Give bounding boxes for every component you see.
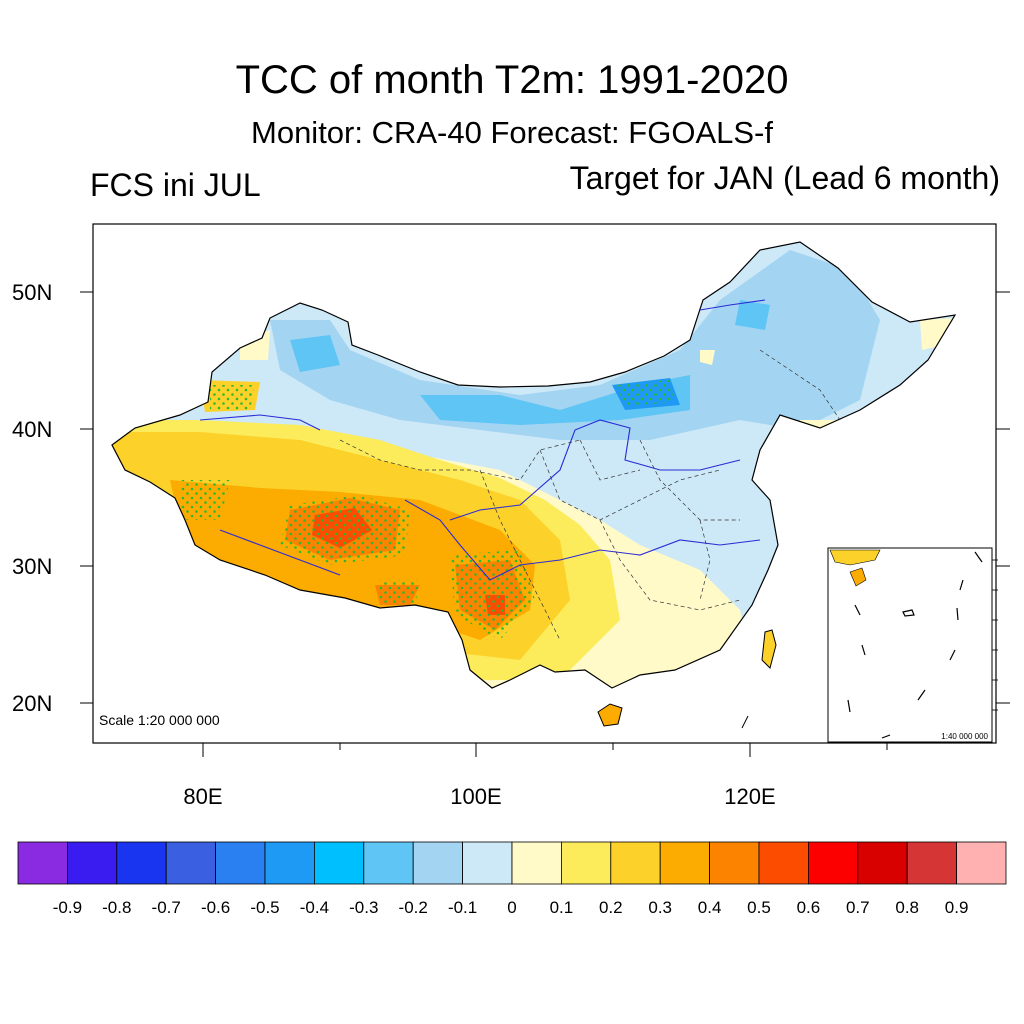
taiwan-island bbox=[761, 629, 777, 669]
map-title: TCC of month T2m: 1991-2020 bbox=[235, 58, 789, 102]
lat-tick-label: 50N bbox=[12, 280, 52, 305]
lon-ticks bbox=[202, 743, 888, 757]
colorbar-label: 0.7 bbox=[846, 898, 870, 917]
colorbar-swatch bbox=[313, 841, 365, 885]
colorbar-label: 0.1 bbox=[550, 898, 574, 917]
colorbar-label: -0.6 bbox=[201, 898, 230, 917]
map-subtitle: Monitor: CRA-40 Forecast: FGOALS-f bbox=[251, 115, 773, 150]
colorbar-swatch bbox=[857, 841, 908, 885]
colorbar-swatch bbox=[808, 841, 859, 885]
lon-tick-label: 120E bbox=[724, 784, 775, 809]
left-label: FCS ini JUL bbox=[90, 167, 261, 203]
colorbar-swatch bbox=[709, 841, 760, 885]
colorbar-swatch bbox=[659, 841, 711, 885]
china-outline bbox=[111, 241, 957, 689]
colorbar-label: 0.9 bbox=[945, 898, 969, 917]
scale-label: Scale 1:20 000 000 bbox=[99, 712, 220, 728]
coast-mark bbox=[741, 715, 749, 729]
lat-tick-label: 40N bbox=[12, 417, 52, 442]
colorbar-swatch bbox=[363, 841, 414, 885]
colorbar-label: -0.3 bbox=[349, 898, 378, 917]
colorbar-swatch bbox=[264, 841, 315, 885]
colorbar-swatch bbox=[67, 841, 118, 885]
colorbar-label: 0.3 bbox=[648, 898, 672, 917]
colorbar-label: 0.2 bbox=[599, 898, 623, 917]
colorbar-label: -0.7 bbox=[152, 898, 181, 917]
colorbar-label: 0.8 bbox=[895, 898, 919, 917]
colorbar-label: -0.4 bbox=[300, 898, 329, 917]
colorbar-label: -0.5 bbox=[250, 898, 279, 917]
colorbar-swatch bbox=[462, 841, 513, 885]
lon-tick-label: 100E bbox=[450, 784, 501, 809]
colorbar-swatch bbox=[165, 841, 216, 885]
rivers bbox=[199, 299, 766, 581]
colorbar-swatch bbox=[116, 841, 167, 885]
colorbar-swatch bbox=[758, 841, 809, 885]
colorbar-swatch bbox=[215, 841, 266, 885]
colorbar: -0.9 -0.8 -0.7 -0.6 -0.5 -0.4 -0.3 -0.2 -0.1 0 0.1… bbox=[17, 841, 1007, 917]
province-borders bbox=[339, 349, 841, 641]
colorbar-swatch bbox=[17, 841, 68, 885]
lat-tick-label: 20N bbox=[12, 691, 52, 716]
colorbar-label: -0.9 bbox=[53, 898, 82, 917]
colorbar-swatch bbox=[906, 841, 958, 885]
colorbar-label: 0.6 bbox=[797, 898, 821, 917]
lat-tick-label: 30N bbox=[12, 554, 52, 579]
colorbar-label: 0 bbox=[507, 898, 516, 917]
south-china-sea-inset: 1:40 000 000 bbox=[827, 547, 998, 743]
colorbar-label: 0.4 bbox=[698, 898, 722, 917]
colorbar-swatch bbox=[956, 841, 1007, 885]
inset-scale-label: 1:40 000 000 bbox=[941, 732, 988, 741]
colorbar-swatch bbox=[610, 841, 661, 885]
colorbar-swatch bbox=[511, 841, 562, 885]
colorbar-label: -0.1 bbox=[448, 898, 477, 917]
colorbar-swatch bbox=[412, 841, 464, 885]
colorbar-label: -0.8 bbox=[102, 898, 131, 917]
right-label: Target for JAN (Lead 6 month) bbox=[569, 160, 1000, 196]
colorbar-label: 0.5 bbox=[747, 898, 771, 917]
lat-ticks bbox=[80, 291, 1010, 704]
hainan-island bbox=[597, 703, 623, 727]
colorbar-swatch bbox=[561, 841, 612, 885]
lon-tick-label: 80E bbox=[183, 784, 222, 809]
colorbar-label: -0.2 bbox=[399, 898, 428, 917]
